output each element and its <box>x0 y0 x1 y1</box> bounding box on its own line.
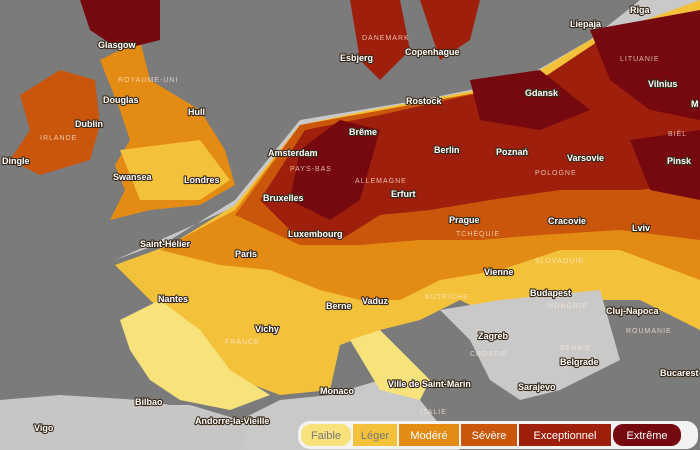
city-label: Bilbao <box>135 397 163 407</box>
legend-label[interactable]: Exceptionnel <box>534 430 597 442</box>
city-label: Bucarest <box>660 368 699 378</box>
legend-label[interactable]: Sévère <box>472 430 507 442</box>
legend-swatch <box>519 424 611 446</box>
legend-swatch <box>353 424 397 446</box>
city-label: Lviv <box>632 223 650 233</box>
city-label: Dingle <box>2 156 30 166</box>
country-label: TCHÉQUIE <box>456 229 500 238</box>
legend-swatch <box>461 424 517 446</box>
city-label: Bruxelles <box>263 193 304 203</box>
city-label: Douglas <box>103 95 139 105</box>
zone-extreme <box>290 10 700 220</box>
city-label: Riga <box>630 5 650 15</box>
country-label: FRANCE <box>225 339 260 346</box>
city-label: Copenhague <box>405 47 460 57</box>
city-label: Vigo <box>34 423 54 433</box>
city-label: Paris <box>235 249 257 259</box>
country-label: POLOGNE <box>535 170 577 177</box>
country-label: SLOVAQUIE <box>535 258 584 265</box>
city-label: Ville de Saint-Marin <box>388 379 471 389</box>
city-label: Rostock <box>406 96 443 106</box>
legend-swatch <box>399 424 459 446</box>
country-label: BIÉL <box>668 129 687 138</box>
zone-faint <box>120 300 430 410</box>
city-label: Vaduz <box>362 296 389 306</box>
country-label: DANEMARK <box>362 35 410 42</box>
scotland <box>80 0 160 50</box>
legend-label[interactable]: Extrême <box>627 430 668 442</box>
zone-exceptional <box>260 20 700 240</box>
city-label: Liepaja <box>570 19 602 29</box>
ireland <box>10 70 100 175</box>
city-label: Cracovie <box>548 216 586 226</box>
country-label: CROATIE <box>470 351 508 358</box>
city-label: Dublin <box>75 119 103 129</box>
country-label: PAYS-BAS <box>290 166 332 173</box>
city-label: Pinsk <box>667 156 692 166</box>
iberia <box>0 395 250 450</box>
city-label: Saint-Hélier <box>140 239 191 249</box>
city-label: Luxembourg <box>288 229 343 239</box>
legend-label[interactable]: Faible <box>311 430 341 442</box>
city-label: Vienne <box>484 267 513 277</box>
city-label: Gdansk <box>525 88 559 98</box>
city-label: Varsovie <box>567 153 604 163</box>
city-label: Zagreb <box>478 331 509 341</box>
country-label: AUTRICHE <box>425 294 469 301</box>
city-label: Vilnius <box>648 79 677 89</box>
city-label: Berlin <box>434 145 460 155</box>
city-label: Amsterdam <box>268 148 318 158</box>
legend-label[interactable]: Léger <box>361 430 389 442</box>
city-label: Monaco <box>320 386 355 396</box>
gb-south <box>120 140 230 200</box>
city-label: Sarajevo <box>518 382 556 392</box>
country-label: ROYAUME-UNI <box>118 77 178 84</box>
city-label: Berne <box>326 301 352 311</box>
city-label: Poznań <box>496 147 528 157</box>
legend-swatch <box>301 424 351 446</box>
city-label: Budapest <box>530 288 571 298</box>
city-label: Vichy <box>255 324 279 334</box>
country-label: LITUANIE <box>620 56 660 63</box>
balkans-nodrought <box>440 290 620 400</box>
city-label: Brême <box>349 127 377 137</box>
country-label: ITALIE <box>420 409 447 416</box>
city-label: Nantes <box>158 294 188 304</box>
city-label: Londres <box>184 175 220 185</box>
country-label: HONGRIE <box>548 303 588 310</box>
city-label: Belgrade <box>560 357 599 367</box>
country-label: SERBIE <box>560 345 592 352</box>
city-label: Swansea <box>113 172 153 182</box>
city-label: Andorre-la-Vieille <box>195 416 269 426</box>
legend: Faible Léger Modéré Sévère Exceptionnel Extrê… <box>298 421 698 449</box>
country-label: IRLANDE <box>40 135 77 142</box>
country-label: ROUMANIE <box>626 328 672 335</box>
city-label: M <box>691 99 699 109</box>
city-label: Erfurt <box>391 189 416 199</box>
scandinavia <box>350 0 480 80</box>
legend-swatch <box>613 424 681 446</box>
city-label: Cluj-Napoca <box>606 306 660 316</box>
city-label: Esbjerg <box>340 53 373 63</box>
city-label: Prague <box>449 215 480 225</box>
city-label: Glasgow <box>98 40 137 50</box>
legend-label[interactable]: Modéré <box>410 430 447 442</box>
city-label: Hull <box>188 107 205 117</box>
country-label: ALLEMAGNE <box>355 178 407 185</box>
